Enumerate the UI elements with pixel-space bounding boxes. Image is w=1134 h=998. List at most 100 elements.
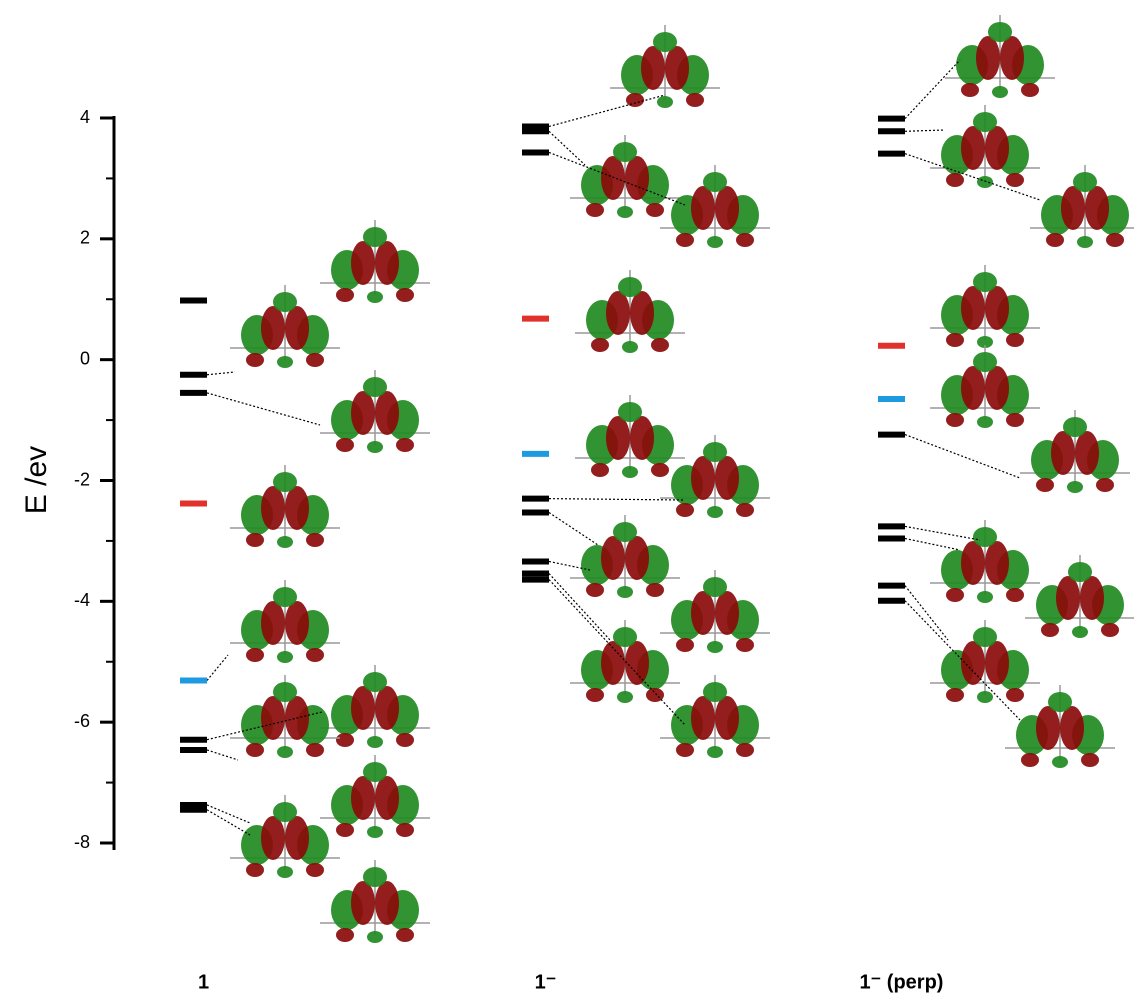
lobe bbox=[351, 686, 375, 730]
lobe bbox=[586, 583, 604, 597]
lobe bbox=[625, 156, 649, 200]
lobe bbox=[396, 823, 414, 837]
orbital-picture bbox=[230, 675, 340, 758]
lobe bbox=[351, 391, 375, 435]
orbital-picture bbox=[930, 105, 1040, 188]
y-tick-label: 2 bbox=[80, 228, 90, 248]
orbital-picture bbox=[570, 135, 680, 218]
lobe bbox=[1063, 417, 1087, 437]
orbital-picture bbox=[320, 220, 430, 303]
lobe bbox=[736, 233, 754, 247]
lobe bbox=[375, 686, 399, 730]
lobe bbox=[622, 341, 638, 353]
lobe bbox=[1096, 478, 1114, 492]
orbital-picture bbox=[1020, 410, 1130, 493]
lobe bbox=[586, 688, 604, 702]
lobe bbox=[367, 441, 383, 453]
lobe bbox=[946, 173, 964, 187]
orbital-picture bbox=[320, 860, 430, 943]
lobe bbox=[367, 736, 383, 748]
y-tick-label: -4 bbox=[74, 590, 90, 610]
orbital-picture bbox=[1005, 685, 1115, 768]
lobe bbox=[396, 438, 414, 452]
lobe bbox=[306, 743, 324, 757]
lobe bbox=[367, 931, 383, 943]
lobe bbox=[1075, 431, 1099, 475]
lobe bbox=[630, 291, 654, 335]
lobe bbox=[1101, 623, 1119, 637]
lobe bbox=[946, 688, 964, 702]
lobe bbox=[946, 413, 964, 427]
connector bbox=[206, 371, 236, 376]
lobe bbox=[715, 696, 739, 740]
lobe bbox=[1072, 626, 1088, 638]
lobe bbox=[261, 816, 285, 860]
lobe bbox=[630, 416, 654, 460]
lobe bbox=[367, 291, 383, 303]
lobe bbox=[646, 203, 664, 217]
lobe bbox=[985, 286, 1009, 330]
connector bbox=[904, 59, 961, 120]
lobe bbox=[396, 288, 414, 302]
lobe bbox=[946, 333, 964, 347]
lobe bbox=[375, 391, 399, 435]
lobe bbox=[946, 588, 964, 602]
lobe bbox=[691, 186, 715, 230]
lobe bbox=[246, 743, 264, 757]
lobe bbox=[613, 627, 637, 647]
lobe bbox=[285, 816, 309, 860]
lobe bbox=[396, 733, 414, 747]
lobe bbox=[977, 336, 993, 348]
orbital-picture bbox=[660, 435, 770, 518]
lobe bbox=[1006, 413, 1024, 427]
lobe bbox=[285, 486, 309, 530]
lobe bbox=[977, 416, 993, 428]
lobe bbox=[273, 802, 297, 822]
lobe bbox=[1006, 173, 1024, 187]
lobe bbox=[691, 591, 715, 635]
lobe bbox=[736, 503, 754, 517]
lobe bbox=[363, 377, 387, 397]
connector bbox=[904, 434, 1021, 479]
category-label: 1⁻ (perp) bbox=[860, 971, 944, 993]
orbital-picture bbox=[660, 570, 770, 653]
lobe bbox=[246, 648, 264, 662]
connector bbox=[548, 498, 686, 501]
orbital-picture bbox=[320, 370, 430, 453]
lobe bbox=[707, 236, 723, 248]
lobe bbox=[961, 641, 985, 685]
orbital-picture bbox=[660, 165, 770, 248]
lobe bbox=[351, 241, 375, 285]
lobe bbox=[977, 591, 993, 603]
lobe bbox=[736, 638, 754, 652]
lobe bbox=[676, 638, 694, 652]
lobe bbox=[973, 352, 997, 372]
lobe bbox=[336, 288, 354, 302]
category-label: 1⁻ bbox=[535, 971, 557, 993]
lobe bbox=[1067, 481, 1083, 493]
lobe bbox=[1080, 576, 1104, 620]
lobe bbox=[715, 186, 739, 230]
lobe bbox=[1051, 431, 1075, 475]
lobe bbox=[703, 577, 727, 597]
lobe bbox=[665, 46, 689, 90]
orbital-picture bbox=[230, 580, 340, 663]
lobe bbox=[306, 353, 324, 367]
lobe bbox=[1041, 623, 1059, 637]
lobe bbox=[707, 641, 723, 653]
lobe bbox=[1021, 753, 1039, 767]
lobe bbox=[1046, 233, 1064, 247]
lobe bbox=[277, 356, 293, 368]
lobe bbox=[351, 881, 375, 925]
lobe bbox=[1048, 692, 1072, 712]
lobe bbox=[646, 583, 664, 597]
lobe bbox=[1106, 233, 1124, 247]
lobe bbox=[375, 241, 399, 285]
lobe bbox=[973, 627, 997, 647]
connector bbox=[904, 129, 946, 132]
lobe bbox=[651, 463, 669, 477]
lobe bbox=[715, 591, 739, 635]
lobe bbox=[246, 353, 264, 367]
lobe bbox=[618, 277, 642, 297]
